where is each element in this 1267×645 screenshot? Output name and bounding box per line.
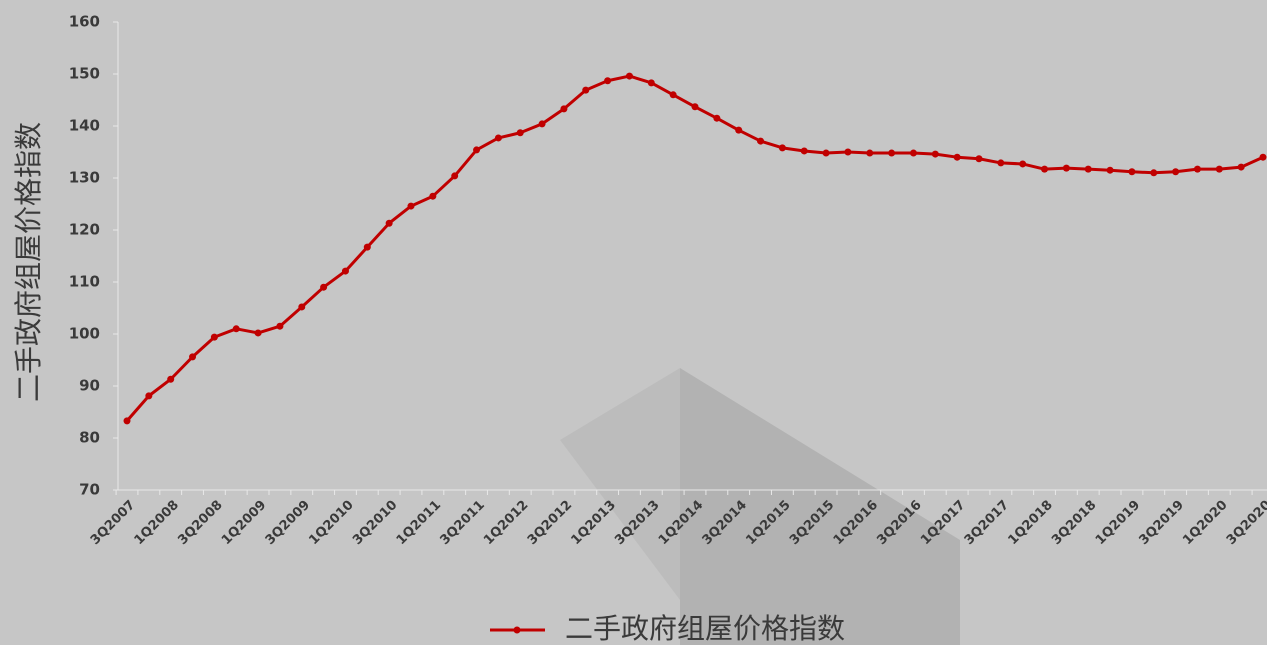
data-point (451, 172, 459, 180)
data-point (429, 192, 437, 200)
y-tick-label: 100 (69, 325, 100, 343)
data-point (931, 150, 939, 158)
data-point (909, 149, 917, 157)
data-point (888, 149, 896, 157)
x-tick-label: 3Q2017 (962, 498, 1012, 548)
data-point (385, 219, 393, 227)
data-point (713, 114, 721, 122)
data-point (647, 79, 655, 87)
data-point (189, 353, 197, 361)
y-tick-label: 150 (69, 65, 100, 83)
data-point (407, 202, 415, 210)
x-tick-label: 1Q2020 (1180, 498, 1230, 548)
y-tick-label: 120 (69, 221, 100, 239)
data-point (800, 147, 808, 155)
data-point (1128, 168, 1136, 176)
data-point (254, 329, 262, 337)
data-point (757, 137, 765, 145)
x-tick-label: 3Q2007 (88, 498, 138, 548)
data-point (953, 153, 961, 161)
y-tick-label: 110 (69, 273, 100, 291)
data-point (145, 392, 153, 400)
y-tick-label: 90 (79, 377, 100, 395)
data-point (844, 148, 852, 156)
data-point (1062, 164, 1070, 172)
data-point (1259, 153, 1267, 161)
y-tick-label: 140 (69, 117, 100, 135)
x-tick-label: 1Q2011 (394, 498, 444, 548)
x-tick-label: 3Q2008 (175, 498, 225, 548)
data-point (691, 103, 699, 111)
data-point (232, 325, 240, 333)
legend-label: 二手政府组屋价格指数 (565, 612, 845, 645)
data-point (975, 155, 983, 163)
data-point (1237, 163, 1245, 171)
data-point (866, 149, 874, 157)
decoration (560, 368, 680, 600)
x-tick-label: 1Q2008 (132, 498, 182, 548)
x-tick-label: 1Q2009 (219, 498, 269, 548)
x-tick-label: 3Q2019 (1137, 498, 1187, 548)
data-point (494, 134, 502, 142)
data-point (1172, 168, 1180, 176)
data-point (582, 86, 590, 94)
data-point (1041, 165, 1049, 173)
data-point (997, 159, 1005, 167)
data-point (1019, 160, 1027, 168)
data-point (123, 417, 131, 425)
data-point (298, 303, 306, 311)
data-point (735, 126, 743, 134)
legend-marker (513, 626, 521, 634)
y-tick-label: 130 (69, 169, 100, 187)
data-point (1150, 169, 1158, 177)
data-point (1084, 165, 1092, 173)
x-tick-label: 1Q2018 (1005, 498, 1055, 548)
data-point (560, 105, 568, 113)
data-point (473, 146, 481, 154)
data-point (1193, 165, 1201, 173)
x-tick-label: 3Q2012 (525, 498, 575, 548)
decoration (680, 368, 960, 645)
data-point (341, 267, 349, 275)
data-point (167, 375, 175, 383)
data-point (669, 91, 677, 99)
y-tick-label: 160 (69, 13, 100, 31)
x-tick-label: 1Q2013 (569, 498, 619, 548)
x-tick-label: 3Q2011 (437, 498, 487, 548)
data-point (1106, 166, 1114, 174)
data-point (604, 77, 612, 85)
data-point (363, 243, 371, 251)
data-point (320, 283, 328, 291)
data-point (276, 322, 284, 330)
x-tick-label: 3Q2020 (1224, 498, 1267, 548)
y-tick-label: 70 (79, 481, 100, 499)
x-tick-label: 1Q2019 (1093, 498, 1143, 548)
data-point (516, 129, 524, 137)
data-point (822, 149, 830, 157)
data-point (210, 333, 218, 341)
x-tick-label: 3Q2018 (1049, 498, 1099, 548)
data-point (625, 72, 633, 80)
x-tick-label: 1Q2012 (481, 498, 531, 548)
y-axis-label: 二手政府组屋价格指数 (12, 122, 45, 402)
data-point (538, 120, 546, 128)
series-line (125, 74, 1264, 422)
x-tick-label: 1Q2010 (306, 498, 356, 548)
x-tick-label: 3Q2010 (350, 498, 400, 548)
y-tick-label: 80 (79, 429, 100, 447)
data-point (778, 144, 786, 152)
x-tick-label: 3Q2009 (263, 498, 313, 548)
data-point (1215, 165, 1223, 173)
